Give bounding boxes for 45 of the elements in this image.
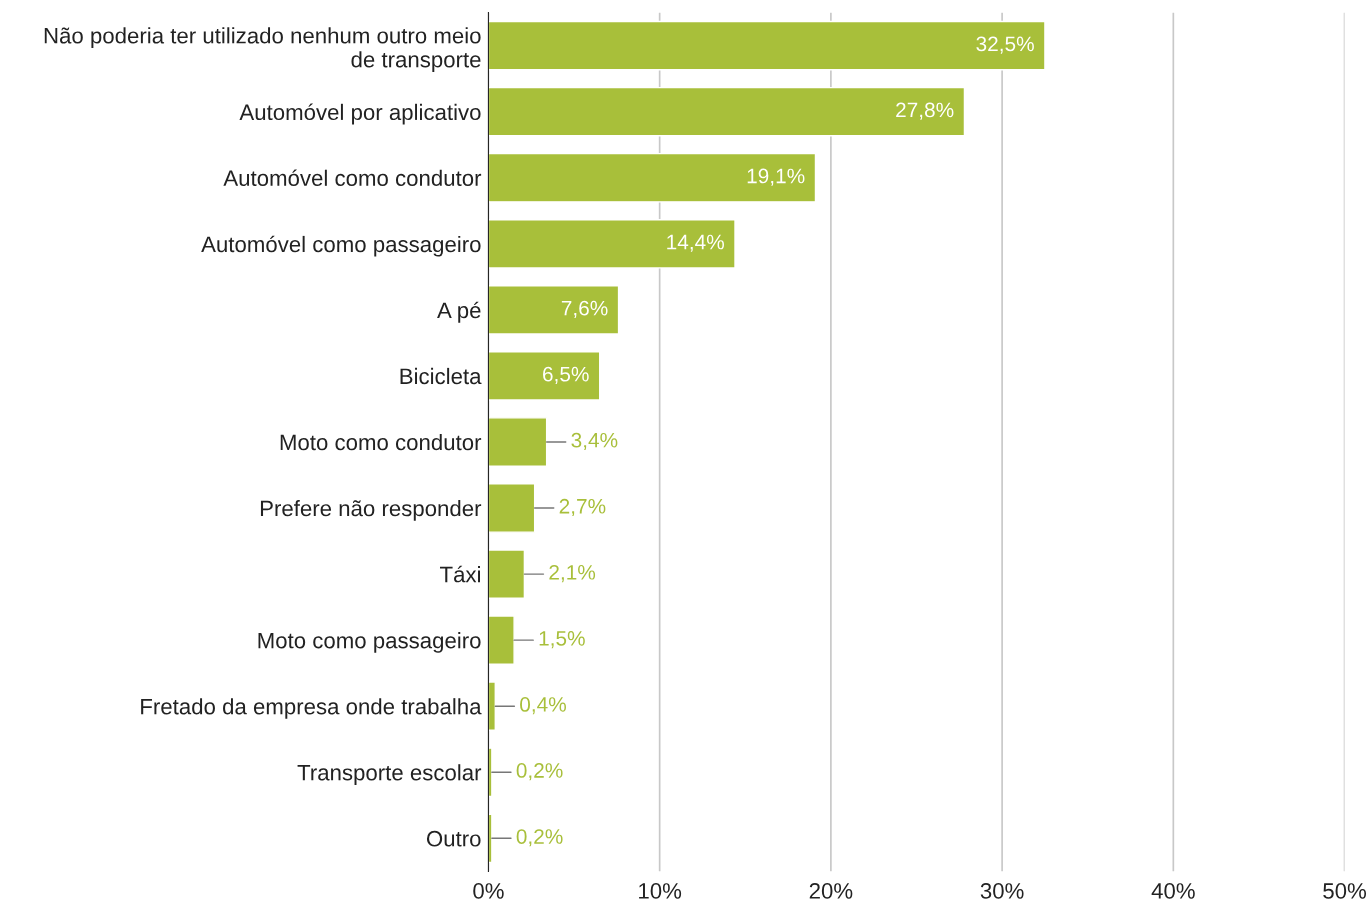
y-tick-label: Automóvel como passageiro — [201, 235, 481, 257]
bar — [488, 747, 493, 798]
x-tick-label: 0% — [473, 883, 504, 899]
bar — [488, 86, 966, 137]
x-tick-label: 20% — [809, 883, 853, 899]
data-label: 32,5% — [976, 36, 1034, 54]
y-tick-label: Automóvel por aplicativo — [239, 103, 481, 125]
y-tick-label: Fretado da empresa onde trabalha — [141, 698, 482, 719]
data-label: 6,5% — [543, 366, 589, 384]
data-label: 14,4% — [667, 234, 724, 252]
data-label: 0,2% — [516, 763, 563, 781]
bar — [488, 20, 1046, 71]
x-tick-label: 10% — [639, 883, 682, 899]
y-tick-label: Outro — [426, 830, 481, 847]
y-tick-label: Bicicleta — [400, 367, 482, 385]
x-tick-label: 30% — [980, 883, 1024, 899]
bar — [488, 681, 496, 732]
data-label: 27,8% — [896, 102, 954, 120]
y-tick-label: Transporte escolar — [297, 764, 482, 785]
bar — [488, 152, 817, 203]
data-label: 0,2% — [516, 829, 563, 847]
bar — [488, 813, 493, 864]
bar — [488, 483, 536, 533]
y-tick-label: Moto como passageiro — [258, 632, 481, 653]
y-tick-label: A pé — [437, 301, 481, 323]
data-label: 2,7% — [559, 498, 606, 517]
bar — [488, 351, 601, 401]
y-tick-label: Moto como condutor — [280, 433, 482, 451]
x-tick-label: 40% — [1151, 883, 1195, 899]
y-tick-label: Prefere não responder — [260, 499, 482, 521]
data-label: 1,5% — [539, 631, 585, 649]
bar — [488, 417, 548, 467]
data-label: 19,1% — [747, 168, 805, 186]
y-tick-label: Não poderia ter utilizado nenhum outro meio de transporte — [44, 27, 481, 72]
data-label: 7,6% — [561, 300, 608, 318]
bar — [488, 549, 526, 599]
bar — [488, 219, 736, 269]
bar — [488, 285, 620, 335]
y-tick-label: Táxi — [440, 565, 480, 583]
x-tick-label: 50% — [1323, 883, 1367, 899]
bar — [488, 615, 515, 665]
y-tick-label: Automóvel como condutor — [223, 169, 482, 187]
data-label: 0,4% — [520, 697, 566, 715]
data-label: 3,4% — [571, 432, 618, 451]
data-label: 2,1% — [549, 564, 596, 583]
